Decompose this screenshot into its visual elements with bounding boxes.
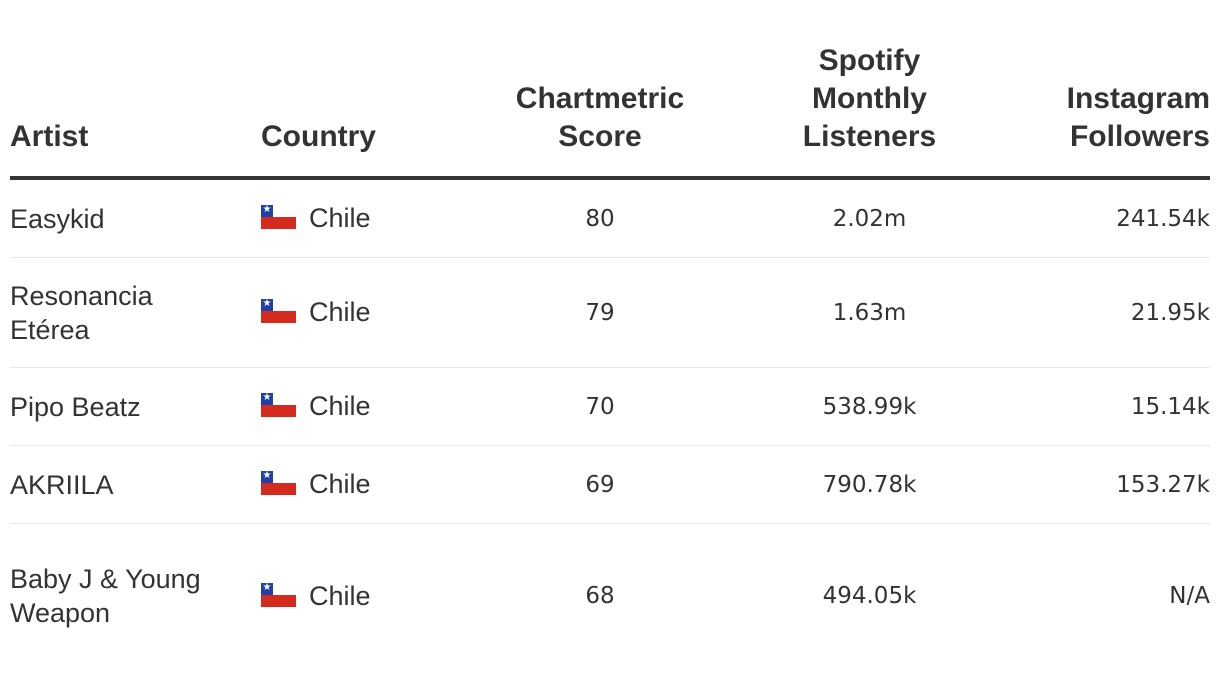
country-name: Chile (309, 580, 371, 611)
chartmetric-score-cell: 69 (470, 445, 730, 524)
chile-flag-icon: ★ (261, 470, 296, 495)
table-row[interactable]: Resonancia Etérea ★ Chile 79 1.63m 21.95k (10, 257, 1210, 368)
chile-flag-icon: ★ (261, 204, 296, 229)
chile-flag-icon: ★ (261, 298, 296, 323)
instagram-followers-cell: 241.54k (1009, 178, 1210, 258)
table-row[interactable]: AKRIILA ★ Chile 69 790.78k 153.27k (10, 445, 1210, 524)
artist-name[interactable]: Easykid (10, 203, 105, 234)
chile-flag-icon: ★ (261, 582, 296, 607)
artist-name[interactable]: Baby J & Young Weapon (10, 564, 201, 628)
country-name: Chile (309, 203, 371, 233)
table-header-row: Artist Country Chartmetric Score Spotify… (10, 0, 1210, 180)
table-row[interactable]: Pipo Beatz ★ Chile 70 538.99k 15.14k (10, 367, 1210, 446)
chartmetric-score-cell: 70 (470, 367, 730, 446)
chartmetric-score-cell: 79 (470, 257, 730, 368)
column-header-instagram-followers[interactable]: Instagram Followers (1009, 0, 1210, 180)
spotify-listeners-cell: 790.78k (730, 445, 1009, 524)
country-name: Chile (309, 469, 371, 499)
artist-name-cell[interactable]: Pipo Beatz (10, 367, 261, 446)
artist-name-cell[interactable]: Resonancia Etérea (10, 257, 261, 368)
spotify-listeners-cell: 538.99k (730, 367, 1009, 446)
spotify-listeners-cell: 1.63m (730, 257, 1009, 368)
artist-name-cell[interactable]: Baby J & Young Weapon (10, 524, 261, 669)
artist-table: Artist Country Chartmetric Score Spotify… (10, 0, 1210, 668)
spotify-listeners-cell: 2.02m (730, 178, 1009, 258)
instagram-followers-cell: 153.27k (1009, 445, 1210, 524)
instagram-followers-cell: 21.95k (1009, 257, 1210, 368)
artist-name-cell[interactable]: Easykid (10, 178, 261, 258)
country-cell: ★ Chile (261, 524, 470, 669)
chartmetric-score-cell: 80 (470, 178, 730, 258)
artist-name[interactable]: Pipo Beatz (10, 391, 141, 422)
column-header-country[interactable]: Country (261, 0, 470, 180)
table-row[interactable]: Easykid ★ Chile 80 2.02m 241.54k (10, 178, 1210, 258)
table-row[interactable]: Baby J & Young Weapon ★ Chile 68 494.05k N/A (10, 524, 1210, 669)
table-body: Easykid ★ Chile 80 2.02m 241.54k Resonancia Et… (10, 178, 1210, 668)
country-cell: ★ Chile (261, 257, 470, 368)
instagram-followers-cell: N/A (1169, 583, 1210, 609)
instagram-followers-cell: 15.14k (1009, 367, 1210, 446)
artist-name-cell[interactable]: AKRIILA (10, 445, 261, 524)
column-header-chartmetric-score[interactable]: Chartmetric Score (470, 0, 730, 180)
chartmetric-score-cell: 68 (585, 583, 615, 609)
country-name: Chile (309, 297, 371, 327)
country-cell: ★ Chile (261, 367, 470, 446)
column-header-artist[interactable]: Artist (10, 0, 261, 180)
artist-name[interactable]: Resonancia Etérea (10, 280, 153, 345)
artist-name[interactable]: AKRIILA (10, 469, 114, 500)
chile-flag-icon: ★ (261, 392, 296, 417)
spotify-listeners-cell: 494.05k (822, 583, 917, 609)
country-name: Chile (309, 391, 371, 421)
column-header-spotify-monthly-listeners[interactable]: Spotify Monthly Listeners (730, 0, 1009, 180)
country-cell: ★ Chile (261, 178, 470, 258)
artist-table-container: Artist Country Chartmetric Score Spotify… (10, 0, 1210, 668)
country-cell: ★ Chile (261, 445, 470, 524)
